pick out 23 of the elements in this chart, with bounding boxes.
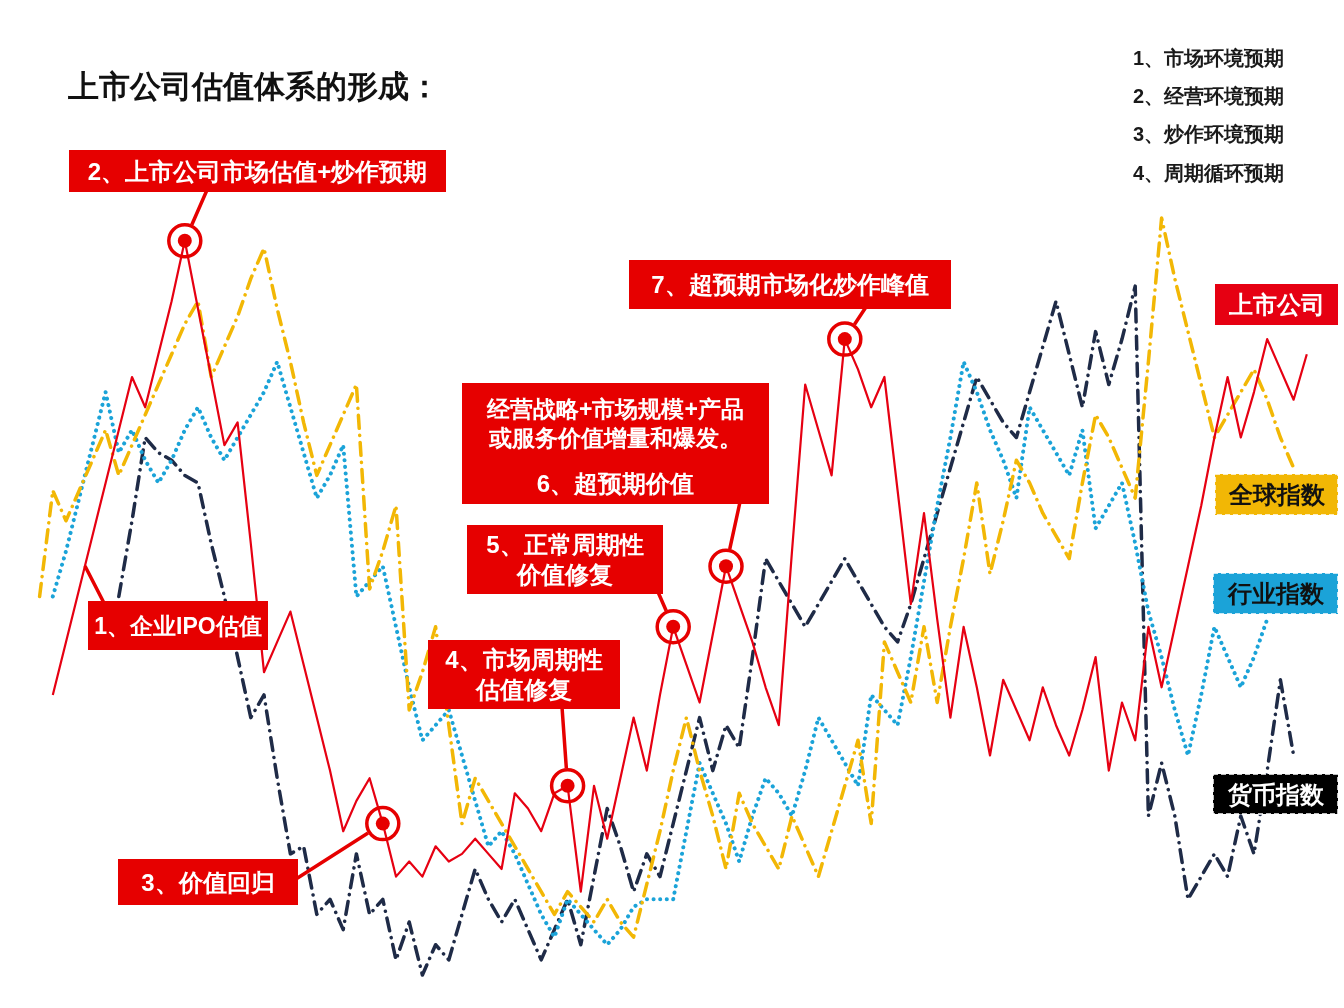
annotation: 7、超预期市场化炒作峰值 [651, 271, 929, 299]
point [549, 768, 586, 804]
point [827, 321, 863, 357]
annotation: 经营战略+市场规模+产品或服务价值增量和爆发。 [486, 395, 744, 451]
text: 2、上市公司市场估值+炒作预期 [87, 157, 428, 185]
annotation: 3、价值回归 [141, 868, 275, 896]
annotation: 6、超预期价值 [536, 469, 695, 497]
annotation: 4、市场周期性估值修复 [445, 646, 603, 704]
text: 2、经营环境预期 [1133, 85, 1285, 107]
series-label: 行业指数 [1226, 580, 1325, 607]
annotation: 5、正常周期性价值修复 [486, 531, 644, 589]
series-label: 全球指数 [1227, 481, 1326, 508]
annotation: 1、企业IPO估值 [94, 612, 262, 639]
point [708, 548, 744, 584]
point [365, 805, 401, 842]
text: 3、炒作环境预期 [1133, 123, 1285, 145]
series-label: 上市公司 [1227, 291, 1325, 318]
text: 1、市场环境预期 [1133, 47, 1285, 69]
point [655, 609, 691, 645]
series-label: 货币指数 [1226, 780, 1325, 808]
chart-title: 上市公司估值体系的形成： [67, 69, 440, 104]
text: 4、周期循环预期 [1133, 162, 1285, 184]
point [167, 222, 203, 259]
